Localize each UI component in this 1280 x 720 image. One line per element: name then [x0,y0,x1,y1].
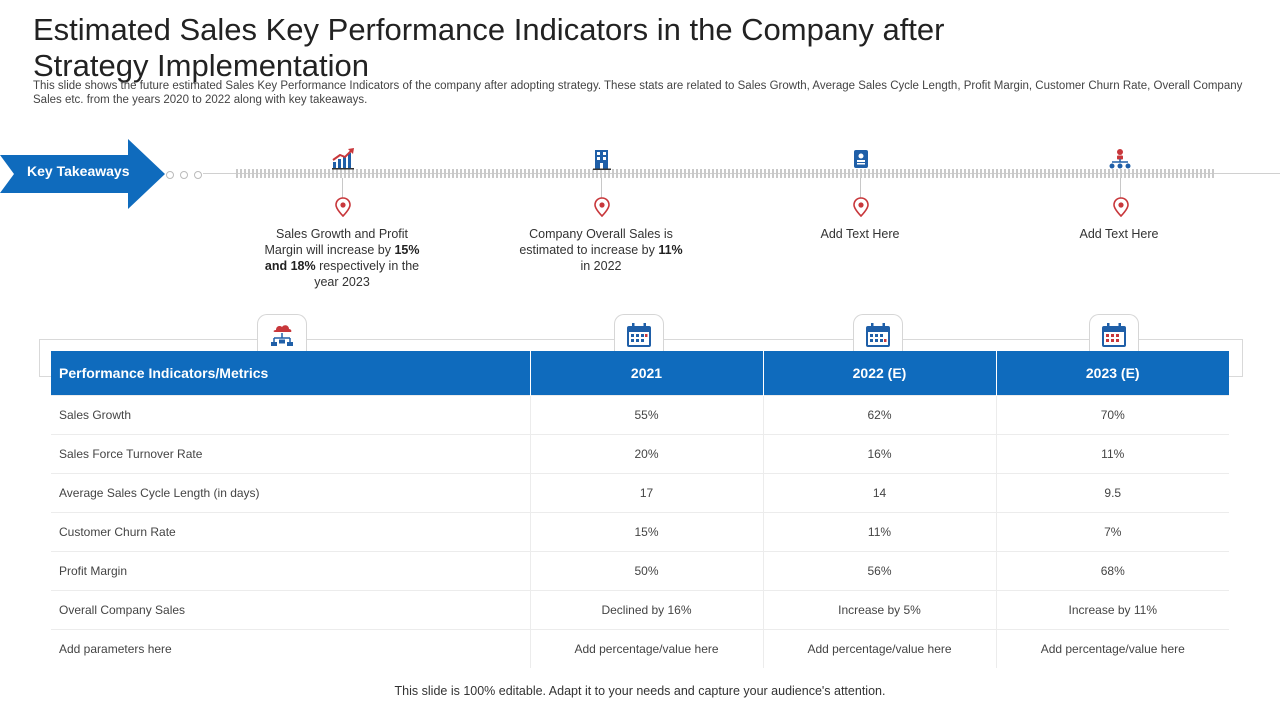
value-2021: 20% [530,434,764,474]
timeline-stem [342,178,343,198]
map-pin-icon [594,197,610,217]
value-2022: 11% [763,512,997,552]
metric-name: Profit Margin [51,551,531,591]
value-2021: 17 [530,473,764,513]
timeline-stem [860,178,861,198]
header-metric: Performance Indicators/Metrics [51,351,531,396]
year-2021-tab [614,314,664,355]
metric-name: Average Sales Cycle Length (in days) [51,473,531,513]
kpi-table: Performance Indicators/Metrics 2021 2022… [51,351,1229,668]
value-2022: 56% [763,551,997,591]
table-row: Customer Churn Rate 15% 11% 7% [51,512,1229,552]
takeaway-text-1: Sales Growth and Profit Margin will incr… [264,227,420,289]
growth-chart-icon [332,148,354,170]
value-2022: Increase by 5% [763,590,997,630]
key-takeaways-arrow [0,139,165,209]
metric-name: Sales Growth [51,395,531,435]
value-2021: 55% [530,395,764,435]
map-pin-icon [335,197,351,217]
table-row: Overall Company Sales Declined by 16% In… [51,590,1229,630]
table-row: Average Sales Cycle Length (in days) 17 … [51,473,1229,513]
network-cloud-icon [271,325,293,346]
table-row: Sales Growth 55% 62% 70% [51,395,1229,435]
calendar-icon [627,323,651,347]
value-2023: 70% [996,395,1229,435]
table-row: Profit Margin 50% 56% 68% [51,551,1229,591]
table-row: Sales Force Turnover Rate 20% 16% 11% [51,434,1229,474]
timeline-dot [180,171,188,179]
value-2023: Increase by 11% [996,590,1229,630]
value-2023: 9.5 [996,473,1229,513]
calendar-icon [866,323,890,347]
calendar-icon [1102,323,1126,347]
header-2021: 2021 [530,351,764,396]
org-chart-icon [1109,149,1131,169]
value-2021: Add percentage/value here [530,629,764,668]
value-2021: 50% [530,551,764,591]
table-row: Add parameters here Add percentage/value… [51,629,1229,668]
takeaway-text-4: Add Text Here [1079,227,1159,241]
header-2022: 2022 (E) [763,351,997,396]
value-2022: 62% [763,395,997,435]
timeline-bar [236,169,1214,178]
map-pin-icon [1113,197,1129,217]
takeaway-text-3: Add Text Here [820,227,900,241]
value-2021: Declined by 16% [530,590,764,630]
building-icon [593,150,611,170]
year-2023-tab [1089,314,1139,355]
year-2022-tab [853,314,903,355]
value-2023: 11% [996,434,1229,474]
value-2023: 7% [996,512,1229,552]
header-2023: 2023 (E) [996,351,1229,396]
timeline-stem [601,178,602,198]
timeline-dot [166,171,174,179]
metric-name: Overall Company Sales [51,590,531,630]
footer-note: This slide is 100% editable. Adapt it to… [394,684,886,698]
takeaway-text-2: Company Overall Sales is estimated to in… [519,227,683,273]
value-2022: 16% [763,434,997,474]
value-2023: Add percentage/value here [996,629,1229,668]
map-pin-icon [853,197,869,217]
value-2022: Add percentage/value here [763,629,997,668]
value-2023: 68% [996,551,1229,591]
value-2021: 15% [530,512,764,552]
value-2022: 14 [763,473,997,513]
table-header-row: Performance Indicators/Metrics 2021 2022… [51,351,1229,396]
metric-name: Sales Force Turnover Rate [51,434,531,474]
timeline-dot [194,171,202,179]
metric-name: Add parameters here [51,629,531,668]
page-title: Estimated Sales Key Performance Indicato… [33,12,945,83]
metric-name: Customer Churn Rate [51,512,531,552]
metrics-tab [257,314,307,355]
page-subtitle: This slide shows the future estimated Sa… [33,80,1243,106]
id-badge-icon [854,150,868,168]
key-takeaways-label: Key Takeaways [27,163,130,179]
timeline-stem [1120,178,1121,198]
